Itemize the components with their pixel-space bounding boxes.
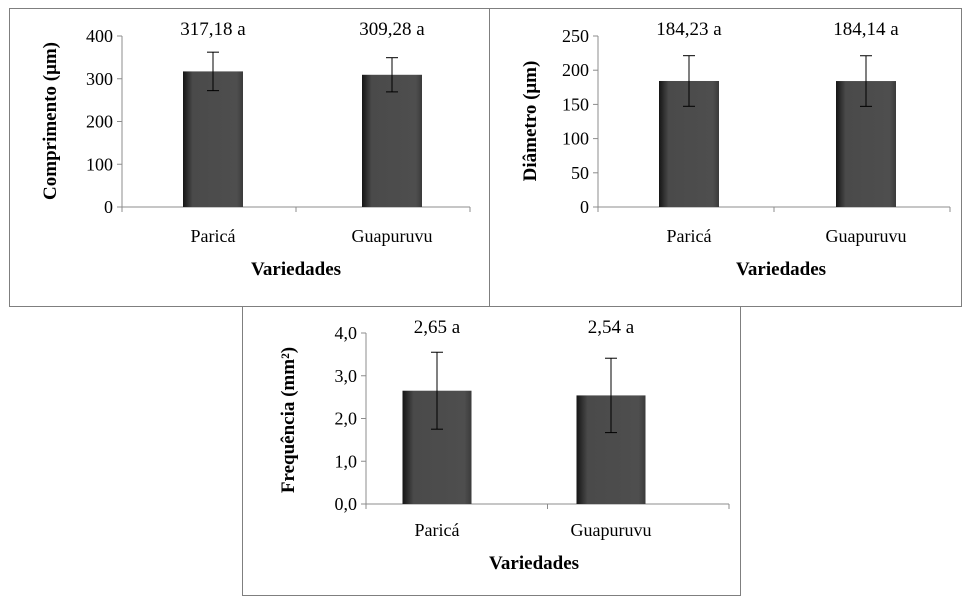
y-axis-title: Comprimento (μm): [40, 42, 61, 200]
data-label: 184,14 a: [833, 19, 899, 40]
y-tick-label: 3,0: [335, 366, 358, 386]
y-tick-label: 0: [580, 197, 589, 217]
chart-comprimento: 0 100 200 300 400 317,18 a Paricá 309,28 a Guapu…: [40, 19, 471, 280]
y-tick-label: 1,0: [335, 451, 358, 471]
y-tick-label: 4,0: [335, 323, 358, 343]
x-tick-label: Guapuruvu: [352, 226, 433, 246]
y-tick-label: 100: [86, 154, 113, 174]
bar: [362, 74, 422, 207]
y-tick-label: 0: [104, 197, 113, 217]
x-tick-label: Paricá: [191, 226, 236, 246]
x-axis-title: Variedades: [736, 259, 826, 280]
y-tick-label: 100: [562, 129, 589, 149]
x-tick-label: Paricá: [667, 226, 712, 246]
y-tick-label: 400: [86, 26, 113, 46]
data-label: 2,54 a: [588, 317, 635, 338]
data-label: 2,65 a: [414, 317, 461, 338]
data-label: 184,23 a: [656, 19, 722, 40]
data-label: 317,18 a: [180, 19, 246, 40]
bar: [183, 71, 243, 207]
x-axis-title: Variedades: [251, 259, 341, 280]
y-tick-label: 300: [86, 69, 113, 89]
y-axis-title: Frequência (mm²): [278, 347, 299, 493]
x-tick-label: Guapuruvu: [826, 226, 907, 246]
y-tick-label: 200: [86, 112, 113, 132]
x-axis-title: Variedades: [489, 553, 579, 574]
y-tick-label: 0,0: [335, 494, 358, 514]
chart-frequencia: 0,0 1,0 2,0 3,0 4,0 2,65 a Paricá 2,54 a Guapuru…: [278, 317, 730, 574]
y-axis-title: Diâmetro (μm): [520, 61, 541, 182]
y-tick-label: 150: [562, 94, 589, 114]
y-tick-label: 50: [571, 163, 589, 183]
y-tick-label: 200: [562, 60, 589, 80]
y-tick-label: 2,0: [335, 409, 358, 429]
y-tick-label: 250: [562, 26, 589, 46]
data-label: 309,28 a: [359, 19, 425, 40]
x-tick-label: Guapuruvu: [571, 520, 652, 540]
x-tick-label: Paricá: [415, 520, 460, 540]
chart-diametro: 0 50 100 150 200 250 184,23 a Paricá 184,14 a Gua…: [520, 19, 951, 280]
